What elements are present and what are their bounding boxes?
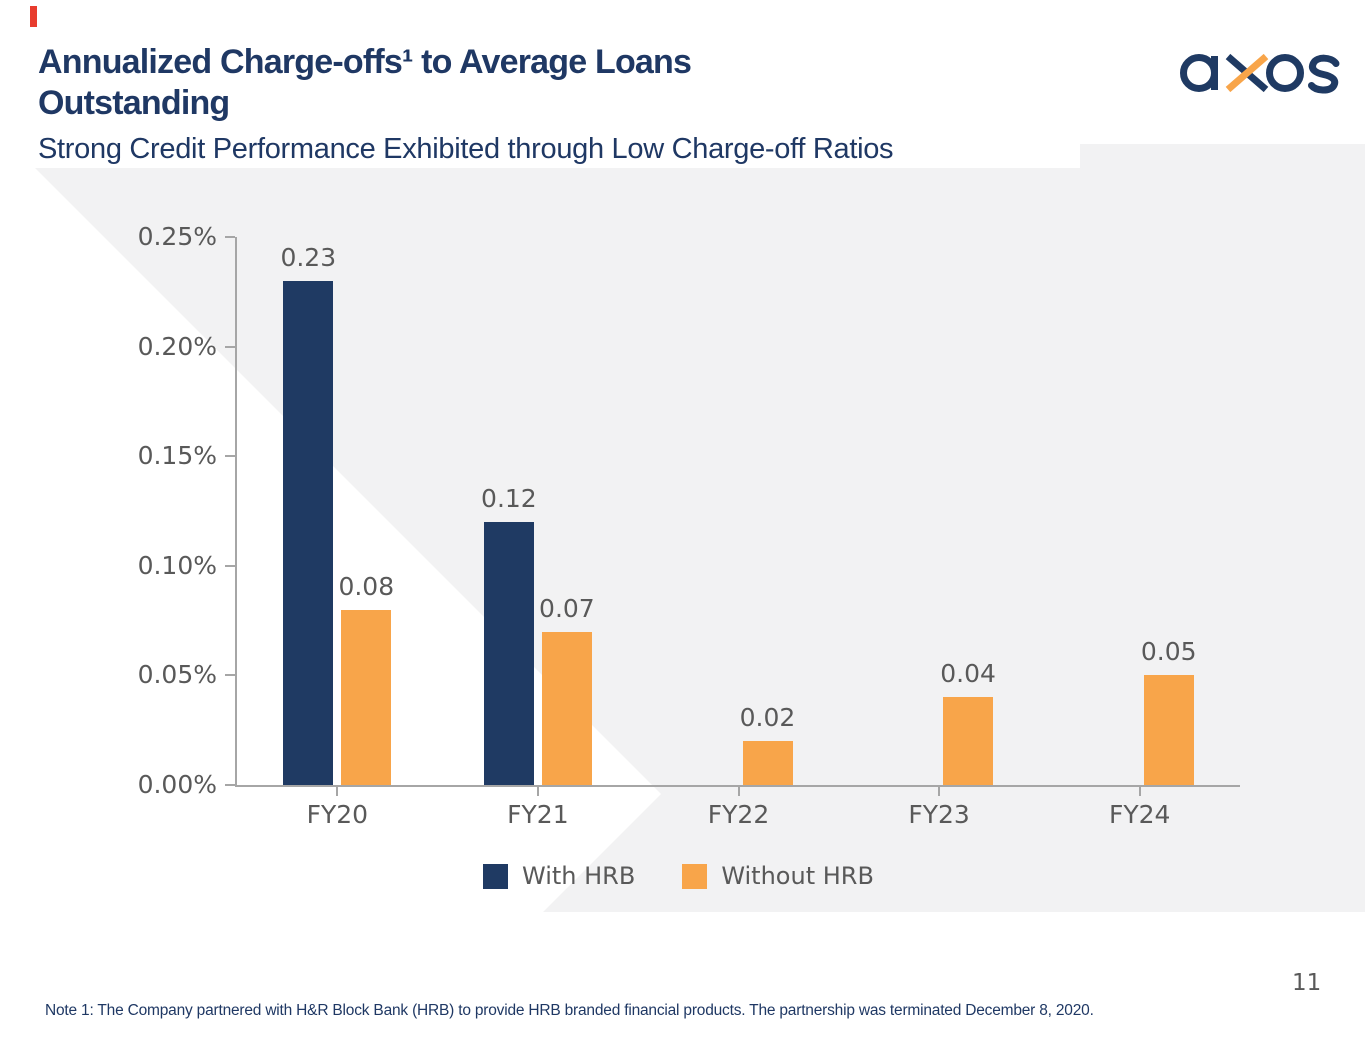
y-axis-tick: [225, 345, 235, 348]
y-axis-tick-label: 0.15%: [137, 441, 217, 471]
y-axis-tick: [225, 784, 235, 786]
x-axis-category-label: FY21: [507, 800, 569, 829]
y-axis-tick-label: 0.05%: [137, 660, 217, 690]
legend-label: Without HRB: [721, 862, 874, 890]
bar-value-label: 0.05: [1140, 637, 1197, 666]
x-axis-tick: [536, 787, 539, 796]
slide-title-line2: Outstanding: [38, 84, 230, 122]
bar-without-hrb-fy21: [541, 632, 592, 785]
bar-value-label: 0.07: [539, 594, 595, 623]
y-axis-tick-label: 0.20%: [137, 331, 217, 361]
logo-letter-s: [1308, 54, 1340, 94]
bar-value-label: 0.08: [338, 572, 395, 601]
slide-title-line1: Annualized Charge-offs¹ to Average Loans: [38, 43, 692, 81]
bar-value-label: 0.02: [739, 703, 796, 732]
x-axis-tick: [938, 787, 941, 796]
y-axis-tick: [225, 455, 235, 458]
legend-label: With HRB: [522, 862, 636, 890]
legend-swatch: [682, 864, 708, 889]
slide-title: Annualized Charge-offs¹ to Average Loans…: [38, 42, 938, 124]
x-axis-category-label: FY24: [1108, 800, 1171, 829]
y-axis-tick-label: 0.25%: [137, 222, 217, 251]
logo-letter-o: [1266, 54, 1304, 92]
axos-logo-graphic: [1180, 53, 1340, 94]
x-axis-line: [235, 785, 1240, 787]
page-number: 11: [1292, 970, 1322, 996]
bar-value-label: 0.12: [481, 484, 537, 513]
bar-without-hrb-fy20: [341, 610, 392, 785]
x-axis-category-label: FY23: [908, 800, 970, 829]
footnote: Note 1: The Company partnered with H&R B…: [45, 1002, 1094, 1019]
bar-without-hrb-fy24: [1143, 675, 1194, 785]
x-axis-tick: [1138, 787, 1141, 796]
axos-logo: [1178, 36, 1346, 98]
bar-without-hrb-fy22: [742, 741, 793, 785]
y-axis-line: [235, 237, 237, 787]
plot-area: 0.00% 0.05% 0.10% 0.15% 0.20% 0.25% FY20 0.23 0.…: [138, 223, 1240, 829]
y-axis-tick: [225, 564, 235, 567]
bar-with-hrb-fy21: [483, 522, 534, 785]
logo-letter-a-bowl: [1180, 54, 1218, 92]
y-axis-tick: [225, 236, 235, 238]
slide-subtitle: Strong Credit Performance Exhibited thro…: [38, 133, 894, 165]
y-axis-tick-label: 0.00%: [137, 770, 217, 799]
legend-item-without-hrb: Without HRB: [682, 863, 874, 890]
accent-dash: [30, 6, 37, 27]
y-axis-tick: [225, 674, 235, 677]
logo-letter-x-orange-stroke: [1225, 53, 1269, 93]
subtitle-backdrop: [0, 144, 1080, 168]
y-axis-tick-label: 0.10%: [137, 550, 217, 580]
bar-without-hrb-fy23: [943, 697, 994, 785]
chart-legend: With HRB Without HRB: [483, 863, 874, 890]
bar-value-label: 0.23: [280, 243, 337, 272]
bar-with-hrb-fy20: [283, 281, 334, 785]
legend-swatch: [483, 864, 508, 889]
x-axis-tick: [737, 787, 740, 796]
legend-item-with-hrb: With HRB: [483, 863, 635, 890]
bar-value-label: 0.04: [940, 659, 996, 688]
x-axis-tick: [336, 787, 339, 796]
x-axis-category-label: FY20: [306, 800, 369, 829]
x-axis-category-label: FY22: [707, 800, 770, 829]
